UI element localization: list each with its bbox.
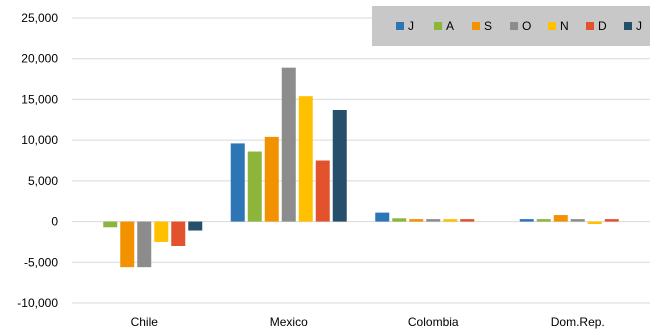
bar-mexico-2	[264, 136, 279, 222]
legend-label: O	[522, 19, 531, 33]
bar-chile-2	[120, 221, 135, 268]
bar-colombia-0	[375, 212, 390, 222]
legend-swatch	[396, 22, 404, 30]
y-tick-label: -5,000	[24, 255, 58, 269]
bar-domrep-2	[553, 215, 568, 222]
y-tick-label: 20,000	[21, 52, 58, 66]
legend-swatch	[434, 22, 442, 30]
legend-swatch	[472, 22, 480, 30]
legend-swatch	[510, 22, 518, 30]
bar-domrep-1	[536, 219, 551, 222]
y-tick-label: 10,000	[21, 133, 58, 147]
y-tick-label: -10,000	[17, 296, 58, 310]
legend-swatch	[586, 22, 594, 30]
bar-mexico-0	[230, 143, 245, 222]
bar-mexico-4	[298, 96, 313, 222]
y-axis-ticks: 25,000 20,000 15,000 10,000 5,000 0 -5,000 -10,…	[17, 11, 58, 310]
x-axis-labels: Chile Mexico Colombia Dom.Rep.	[131, 315, 605, 329]
bar-chile-6	[188, 221, 203, 231]
y-tick-label: 15,000	[21, 92, 58, 106]
bar-mexico-3	[281, 67, 296, 222]
bar-mexico-6	[332, 110, 347, 222]
x-category-label: Mexico	[270, 315, 308, 329]
x-category-label: Colombia	[408, 315, 459, 329]
bar-chile-1	[103, 221, 118, 228]
legend-label: J	[636, 19, 642, 33]
bar-colombia-3	[426, 219, 441, 222]
bar-colombia-1	[392, 218, 407, 222]
bar-colombia-2	[409, 219, 424, 222]
bar-mexico-1	[247, 151, 262, 222]
bar-chile-3	[137, 221, 152, 268]
legend-label: J	[408, 19, 414, 33]
bar-colombia-5	[460, 219, 475, 222]
y-tick-label: 5,000	[28, 174, 58, 188]
bar-domrep-4	[587, 221, 602, 225]
x-category-label: Dom.Rep.	[551, 315, 605, 329]
legend-label: A	[446, 19, 454, 33]
legend-swatch	[624, 22, 632, 30]
gridlines	[72, 17, 650, 304]
y-tick-label: 0	[51, 215, 58, 229]
legend-swatch	[548, 22, 556, 30]
legend-label: N	[560, 19, 569, 33]
bar-domrep-3	[570, 219, 585, 222]
x-category-label: Chile	[131, 315, 159, 329]
legend-label: D	[598, 19, 607, 33]
bar-colombia-4	[443, 219, 458, 222]
bar-chile-4	[154, 221, 169, 242]
bar-chile-5	[171, 221, 186, 246]
y-tick-label: 25,000	[21, 11, 58, 25]
bar-mexico-5	[315, 160, 330, 222]
bars	[103, 67, 619, 268]
bar-domrep-0	[519, 219, 534, 222]
legend-label: S	[484, 19, 492, 33]
bar-domrep-5	[604, 219, 619, 222]
